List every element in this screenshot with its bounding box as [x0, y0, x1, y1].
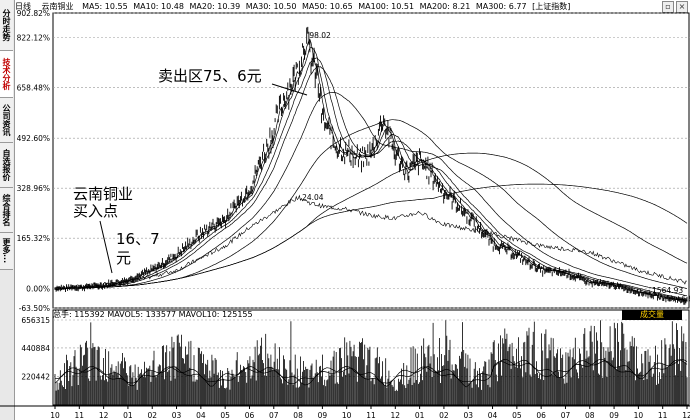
ma200-value: MA200: 8.21 [419, 2, 471, 11]
x-tick-label: 11 [366, 411, 376, 420]
moving-average-line-60 [54, 91, 688, 297]
price-candles [54, 26, 688, 305]
x-tick-label: 09 [609, 411, 619, 420]
x-tick-label: 01 [415, 411, 425, 420]
x-tick-label: 11 [75, 411, 85, 420]
moving-average-line-20 [54, 57, 687, 301]
x-tick-label: 07 [561, 411, 571, 420]
x-tick-label: 03 [463, 411, 473, 420]
ma50-value: MA50: 10.65 [302, 2, 353, 11]
x-tick-label: 06 [245, 411, 255, 420]
price-y-tick-label: 658.48% [17, 84, 50, 93]
volume-bars [54, 320, 688, 405]
x-tick-label: 08 [585, 411, 595, 420]
tab-watchlist[interactable]: 自选报价 [0, 143, 13, 188]
tab-company-info[interactable]: 公司资讯 [0, 98, 13, 143]
x-tick-label: 01 [123, 411, 133, 420]
price-panel-frame [52, 12, 690, 309]
index-overlay-line [54, 194, 688, 291]
tab-technical-analysis[interactable]: 技术分析 [0, 51, 13, 98]
x-tick-label: 12 [682, 411, 690, 420]
index-label[interactable]: [上证指数] [532, 2, 571, 11]
moving-average-line-5 [54, 38, 688, 302]
x-tick-label: 05 [512, 411, 522, 420]
buy-price-annotation-line1: 16、7 [116, 230, 160, 248]
x-tick-label: 12 [99, 411, 109, 420]
price-y-tick-label: 328.96% [17, 184, 50, 193]
price-marker-label: 6.81 [681, 295, 690, 304]
x-tick-label: 07 [269, 411, 279, 420]
minimize-icon[interactable]: ▫ [662, 1, 674, 13]
x-tick-label: 04 [196, 411, 206, 420]
volume-header: 总手: 115392 MAVOL5: 133577 MAVOL10: 12515… [53, 310, 253, 319]
price-y-tick-label: 0.00% [26, 285, 50, 294]
window-buttons: ▫ × [660, 1, 688, 13]
price-y-tick-label: -63.50% [19, 304, 50, 313]
price-marker-label: 1564.93 [652, 286, 683, 295]
moving-average-line-10 [54, 47, 688, 301]
ma20-value: MA20: 10.39 [189, 2, 241, 11]
price-y-tick-label: 822.12% [17, 34, 50, 43]
x-tick-label: 09 [318, 411, 328, 420]
price-y-tick-label: 165.32% [17, 234, 50, 243]
volume-indicator-button[interactable]: 成交量 [622, 310, 682, 320]
side-tab-strip: 分时走势 技术分析 公司资讯 自选报价 综合排名 更多... [0, 0, 15, 420]
x-tick-label: 11 [658, 411, 668, 420]
x-tick-label: 10 [634, 411, 644, 420]
buy-point-annotation-line1: 云南铜业 [73, 185, 134, 203]
volume-y-tick-label: 656315 [21, 316, 50, 325]
price-y-tick-label: 492.60% [17, 134, 50, 143]
x-tick-label: 10 [50, 411, 60, 420]
volume-y-tick-label: 440884 [21, 344, 50, 353]
moving-average-line-120 [54, 119, 688, 290]
price-y-tick-label: 902.82% [17, 9, 50, 18]
x-tick-label: 12 [391, 411, 401, 420]
price-marker-label: 98.02 [309, 31, 331, 40]
volume-y-tick-label: 220442 [21, 372, 50, 381]
x-tick-label: 02 [147, 411, 157, 420]
period-label[interactable]: 日线 [15, 2, 31, 11]
ma10-value: MA10: 10.48 [133, 2, 184, 11]
sell-arrow [271, 83, 308, 96]
buy-point-annotation-line2: 买入点 [73, 202, 119, 220]
x-tick-label: 05 [220, 411, 230, 420]
moving-average-line-30 [54, 66, 688, 300]
tab-intraday[interactable]: 分时走势 [0, 0, 13, 51]
buy-arrow [99, 220, 113, 274]
x-tick-label: 10 [342, 411, 352, 420]
x-tick-label: 03 [172, 411, 182, 420]
x-tick-label: 04 [488, 411, 498, 420]
moving-average-line-240 [54, 152, 688, 290]
indicator-header: 日线 云南铜业 MA5: 10.55 MA10: 10.48 MA20: 10.… [15, 0, 690, 13]
ma5-value: MA5: 10.55 [82, 2, 128, 11]
tab-more[interactable]: 更多... [0, 233, 13, 270]
ma300-value: MA300: 6.77 [475, 2, 527, 11]
buy-price-annotation-line2: 元 [116, 249, 132, 267]
ma100-value: MA100: 10.51 [358, 2, 415, 11]
volume-ma-line-10 [54, 359, 688, 388]
price-marker-label: 24.04 [302, 193, 324, 202]
sell-zone-annotation: 卖出区75、6元 [158, 67, 262, 85]
tab-ranking[interactable]: 综合排名 [0, 188, 13, 233]
x-tick-label: 08 [293, 411, 303, 420]
stock-name: 云南铜业 [41, 2, 74, 11]
x-tick-label: 06 [536, 411, 546, 420]
ma30-value: MA30: 10.50 [245, 2, 297, 11]
x-tick-label: 02 [439, 411, 449, 420]
moving-average-line-360 [54, 183, 688, 290]
